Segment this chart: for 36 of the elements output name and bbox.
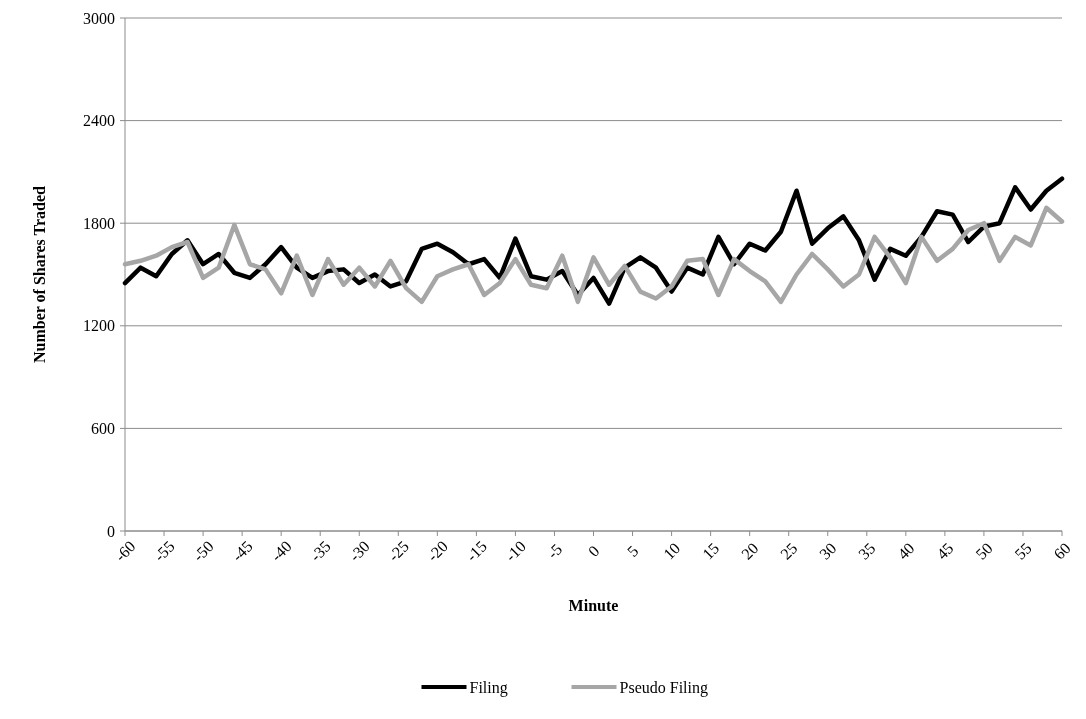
x-tick-label: 50 (972, 539, 996, 563)
y-axis-title: Number of Shares Traded (31, 185, 48, 364)
x-tick-label: -50 (189, 537, 217, 565)
line-series (122, 205, 1065, 305)
x-tick-label: -15 (462, 537, 490, 565)
x-tick-label: 35 (855, 539, 879, 563)
x-tick-label: 60 (1050, 539, 1074, 563)
x-tick-label: -10 (501, 537, 530, 565)
x-tick-label: 5 (623, 542, 642, 560)
x-tick-label: 15 (699, 539, 723, 563)
y-tick-label: 1800 (83, 214, 115, 232)
x-tick-label: -30 (345, 537, 373, 565)
x-tick-label: 0 (584, 542, 603, 560)
x-tick-label: 10 (659, 539, 684, 563)
x-axis-title: Minute (568, 597, 619, 614)
x-tick-label: -35 (306, 537, 334, 565)
x-tick-label: -20 (423, 537, 451, 565)
x-tick-label: -60 (111, 537, 139, 565)
x-tick-label: -25 (384, 537, 412, 565)
x-tick-label: -5 (543, 540, 566, 562)
x-tick-label: -40 (267, 537, 295, 565)
x-tick-label: 20 (738, 539, 762, 563)
y-tick-label: 600 (91, 420, 115, 437)
legend-label: Pseudo Filing (619, 678, 708, 697)
y-tick-label: 1200 (83, 317, 115, 335)
y-tick-label: 3000 (83, 9, 115, 27)
x-tick-label: 30 (816, 539, 840, 563)
x-tick-label: 40 (894, 539, 918, 563)
x-tick-label: -55 (150, 537, 178, 565)
y-tick-label: 2400 (83, 112, 115, 130)
x-tick-label: -45 (228, 537, 256, 565)
x-tick-label: 45 (933, 539, 957, 563)
legend-label: Filing (469, 678, 508, 697)
x-tick-label: 25 (777, 539, 801, 563)
y-tick-label: 0 (107, 522, 115, 540)
x-tick-label: 55 (1011, 539, 1035, 563)
